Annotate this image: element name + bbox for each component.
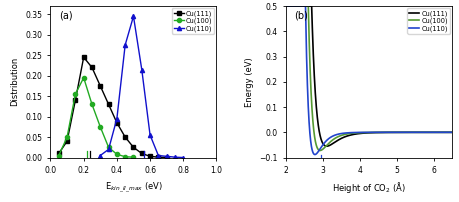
Cu(111) (164, 156, 169, 159)
Line: Cu(110): Cu(110) (98, 14, 185, 160)
Cu(111) (64, 140, 70, 142)
Cu(110) (156, 154, 161, 157)
Cu(100) (56, 154, 62, 157)
Cu(100) (445, 131, 450, 134)
Cu(100) (360, 131, 365, 134)
Cu(100) (445, 131, 450, 134)
Cu(111) (292, 5, 297, 7)
Cu(100) (317, 149, 323, 152)
Cu(111) (81, 56, 86, 58)
Cu(111) (123, 136, 128, 138)
Cu(111) (324, 145, 330, 147)
Cu(110) (445, 131, 450, 134)
Line: Cu(111): Cu(111) (57, 55, 169, 160)
Cu(100) (131, 156, 136, 158)
Cu(111) (114, 122, 120, 124)
Cu(111) (449, 131, 455, 134)
Cu(110) (312, 153, 318, 156)
Cu(100) (292, 5, 297, 7)
Cu(111) (445, 131, 450, 134)
Cu(110) (180, 156, 186, 159)
Cu(100) (449, 131, 455, 134)
Cu(110) (292, 5, 297, 7)
Cu(100) (283, 5, 289, 7)
Cu(111) (139, 152, 145, 155)
Legend: Cu(111), Cu(100), Cu(110): Cu(111), Cu(100), Cu(110) (172, 8, 214, 34)
Y-axis label: Distribution: Distribution (11, 57, 20, 106)
Text: (b): (b) (295, 11, 308, 21)
Cu(111) (89, 66, 95, 69)
Cu(110) (449, 131, 455, 134)
Cu(110) (414, 131, 420, 134)
Cu(100) (123, 156, 128, 158)
X-axis label: E$_{kin\_II\_max}$ (eV): E$_{kin\_II\_max}$ (eV) (105, 180, 162, 195)
Line: Cu(100): Cu(100) (57, 76, 135, 159)
Cu(111) (97, 85, 103, 87)
Cu(111) (364, 132, 369, 134)
Cu(110) (283, 5, 289, 7)
Cu(110) (445, 131, 450, 134)
Cu(110) (364, 131, 369, 134)
Cu(110) (131, 15, 136, 18)
Cu(100) (73, 93, 78, 95)
Cu(111) (283, 5, 289, 7)
Cu(111) (56, 152, 62, 155)
X-axis label: Height of CO$_2$ (Å): Height of CO$_2$ (Å) (332, 180, 406, 196)
Text: (a): (a) (59, 11, 73, 21)
Cu(110) (97, 154, 103, 157)
Cu(110) (164, 155, 169, 158)
Line: Cu(110): Cu(110) (286, 6, 452, 155)
Cu(111) (131, 146, 136, 148)
Cu(100) (81, 77, 86, 79)
Line: Cu(100): Cu(100) (286, 6, 452, 150)
Cu(100) (414, 131, 420, 134)
Line: Cu(111): Cu(111) (286, 6, 452, 146)
Cu(100) (64, 136, 70, 138)
Cu(111) (360, 132, 365, 135)
Cu(100) (97, 126, 103, 128)
Cu(110) (106, 148, 112, 150)
Y-axis label: Energy (eV): Energy (eV) (245, 57, 254, 107)
Cu(100) (89, 103, 95, 105)
Cu(111) (445, 131, 450, 134)
Legend: Cu(111), Cu(100), Cu(110): Cu(111), Cu(100), Cu(110) (408, 8, 450, 34)
Cu(100) (114, 153, 120, 156)
Cu(100) (106, 146, 112, 148)
Cu(110) (123, 44, 128, 46)
Cu(110) (147, 134, 153, 136)
Cu(110) (139, 68, 145, 71)
Cu(100) (364, 131, 369, 134)
Cu(111) (106, 103, 112, 105)
Cu(111) (156, 156, 161, 158)
Cu(111) (414, 131, 420, 134)
Cu(111) (73, 99, 78, 101)
Cu(110) (114, 117, 120, 120)
Cu(111) (147, 155, 153, 158)
Cu(110) (172, 156, 178, 158)
Cu(110) (360, 131, 365, 134)
